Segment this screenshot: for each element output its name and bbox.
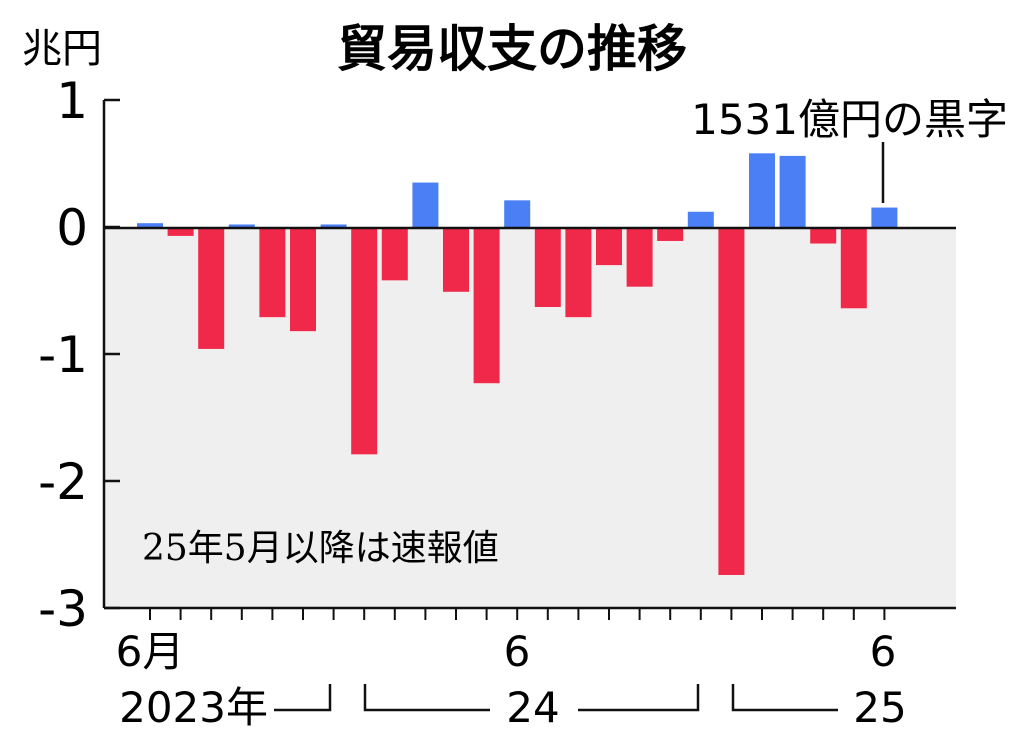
negative-area-background xyxy=(104,228,956,608)
bar-2024-12 xyxy=(687,211,714,227)
bar-2023-11 xyxy=(290,227,316,332)
bar-2023-07 xyxy=(167,227,194,236)
y-tick-label-0: 0 xyxy=(56,199,88,257)
bar-2024-04 xyxy=(443,227,469,292)
bar-2024-11 xyxy=(657,227,684,241)
year-bracket-2025 xyxy=(731,684,838,712)
bar-2024-02 xyxy=(381,227,408,281)
year-label-2024: 24 xyxy=(506,683,559,732)
year-bracket-2024-left xyxy=(363,684,490,712)
year-bracket-2023 xyxy=(274,684,332,712)
y-tick-label--3: -3 xyxy=(38,580,88,638)
bar-2023-10 xyxy=(259,227,286,318)
bar-2024-08 xyxy=(565,227,592,318)
bar-2023-06 xyxy=(137,223,163,227)
x-tick-group xyxy=(149,608,886,620)
year-bracket-2024-right xyxy=(578,684,700,712)
x-tick-label-2025-06: 6 xyxy=(870,627,897,676)
y-tick-label-1: 1 xyxy=(56,72,88,130)
bar-2025-02 xyxy=(749,153,775,227)
bar-2024-07 xyxy=(534,227,561,308)
bar-2024-03 xyxy=(412,182,439,227)
bar-2023-08 xyxy=(198,227,225,349)
note-label: 25年5月以降は速報値 xyxy=(142,528,499,569)
chart-title: 貿易収支の推移 xyxy=(337,20,687,78)
bar-2024-10 xyxy=(626,227,653,287)
y-tick-label--2: -2 xyxy=(38,453,88,511)
y-tick-group: 1 0 -1 -2 -3 xyxy=(38,72,120,638)
bar-2025-06 xyxy=(871,207,898,227)
bar-2025-04 xyxy=(810,227,837,244)
x-tick-label-2023-06: 6月 xyxy=(116,627,185,676)
bar-group xyxy=(137,153,898,575)
y-tick-label--1: -1 xyxy=(38,326,88,384)
bar-2025-05 xyxy=(840,227,867,309)
year-label-2025: 25 xyxy=(853,683,906,732)
bar-2023-09 xyxy=(228,224,255,227)
bar-2024-09 xyxy=(596,227,622,266)
year-label-2023: 2023年 xyxy=(119,683,268,732)
bar-2024-01 xyxy=(351,227,378,455)
bar-2024-05 xyxy=(473,227,500,384)
x-tick-label-2024-06: 6 xyxy=(504,627,531,676)
bar-2025-01 xyxy=(718,227,745,575)
bar-2025-03 xyxy=(779,155,806,227)
annotation-label: 1531億円の黒字 xyxy=(691,95,1008,144)
y-unit-label: 兆円 xyxy=(22,26,102,72)
bar-2024-06 xyxy=(504,200,531,227)
bar-2023-12 xyxy=(320,224,347,227)
